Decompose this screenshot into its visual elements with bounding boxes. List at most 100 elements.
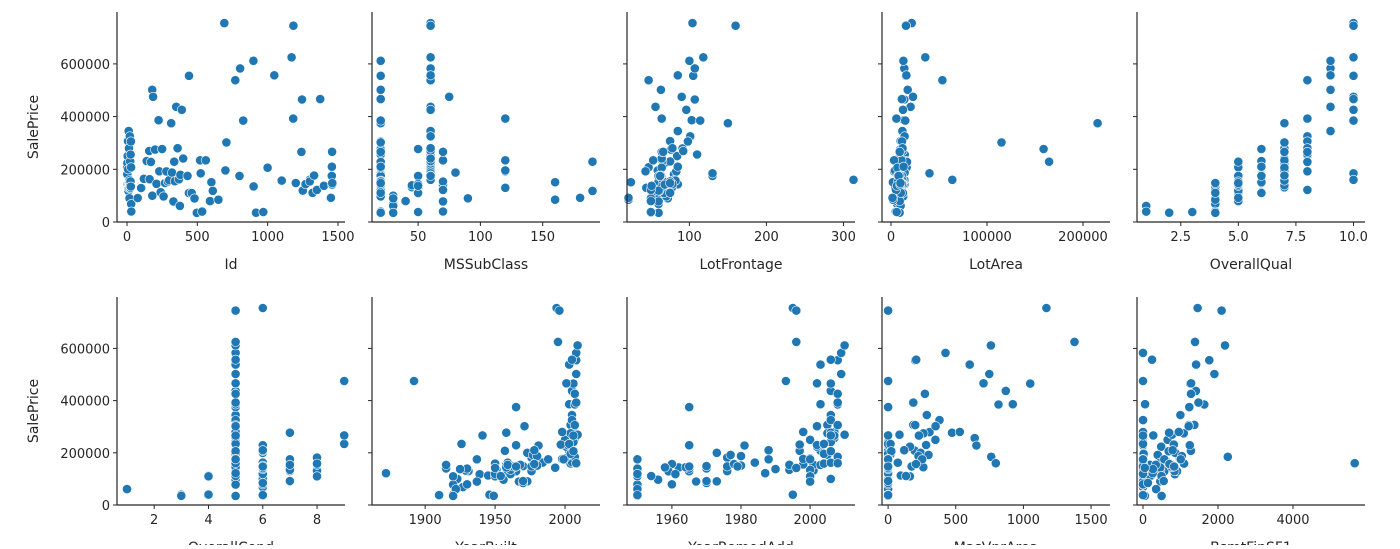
data-point — [763, 445, 774, 456]
y-tick-label: 200000 — [60, 447, 110, 462]
data-point — [207, 185, 218, 196]
data-point — [284, 459, 295, 470]
data-point — [169, 156, 180, 167]
data-point — [1000, 385, 1011, 396]
data-point — [1233, 178, 1244, 188]
data-point — [1141, 206, 1152, 217]
data-point — [832, 388, 843, 399]
data-point — [238, 115, 249, 126]
data-point — [234, 170, 245, 181]
data-point — [723, 118, 733, 129]
data-point — [125, 136, 136, 147]
data-point — [455, 464, 465, 474]
data-point — [921, 410, 932, 420]
data-point — [1041, 303, 1052, 313]
data-point — [575, 192, 585, 203]
data-point — [205, 196, 215, 206]
x-tick-label: 0 — [123, 230, 131, 245]
data-point — [488, 490, 499, 501]
x-tick-label: 200000 — [1058, 230, 1108, 245]
x-tick-label: 0 — [887, 230, 895, 245]
data-point — [400, 196, 411, 206]
x-tick-label: 2.5 — [1170, 230, 1191, 245]
data-point — [554, 305, 565, 316]
data-point — [176, 104, 187, 115]
data-point — [895, 178, 906, 188]
data-point — [1279, 118, 1290, 129]
data-point — [897, 94, 907, 104]
data-point — [235, 63, 245, 74]
data-point — [1169, 461, 1179, 472]
data-point — [1348, 174, 1359, 185]
data-point — [375, 70, 386, 81]
data-point — [203, 471, 214, 482]
data-point — [656, 113, 667, 124]
x-axis-label: MasVnrArea — [954, 540, 1038, 545]
data-point — [444, 91, 455, 102]
data-point — [381, 468, 391, 479]
data-point — [1143, 477, 1153, 488]
data-point — [1139, 462, 1150, 473]
x-axis-label: BsmtFinSF1 — [1210, 540, 1292, 545]
data-point — [219, 18, 230, 28]
x-tick-label: 8 — [313, 513, 321, 528]
data-point — [230, 305, 241, 316]
data-point — [230, 336, 241, 347]
panel-MasVnrArea: 0 500 1000 1500 MasVnrArea — [878, 297, 1110, 549]
x-tick-label: 2000 — [1201, 513, 1234, 528]
data-point — [684, 55, 695, 66]
data-point — [1092, 118, 1103, 129]
data-point — [327, 146, 337, 157]
data-point — [132, 193, 143, 203]
data-point — [312, 458, 322, 469]
data-point — [309, 170, 319, 181]
data-point — [971, 440, 982, 451]
data-point — [1209, 369, 1220, 379]
data-point — [1148, 464, 1158, 474]
panel-YearRemodAdd: 1960 1980 2000 YearRemodAdd — [623, 297, 855, 549]
x-axis-label: LotFrontage — [699, 257, 782, 273]
data-point — [258, 207, 269, 217]
data-point — [1349, 458, 1360, 469]
data-point — [640, 166, 651, 177]
x-tick-label: 100000 — [962, 230, 1012, 245]
data-point — [284, 427, 295, 438]
data-point — [553, 336, 563, 347]
data-point — [730, 20, 741, 31]
data-point — [425, 20, 436, 31]
data-point — [986, 340, 996, 351]
data-point — [1183, 421, 1194, 432]
data-point — [1348, 52, 1359, 63]
data-point — [908, 397, 919, 408]
data-point — [230, 490, 241, 501]
data-point — [195, 168, 206, 179]
data-point — [825, 378, 836, 389]
data-point — [518, 476, 528, 486]
data-point — [839, 340, 850, 351]
x-tick-label: 1950 — [479, 513, 512, 528]
data-point — [375, 187, 386, 198]
data-point — [438, 176, 448, 187]
data-point — [388, 193, 399, 204]
data-point — [230, 468, 241, 479]
data-point — [825, 430, 836, 441]
data-point — [339, 376, 350, 386]
data-point — [891, 207, 902, 217]
data-point — [707, 168, 718, 179]
data-point — [670, 469, 681, 479]
data-point — [1348, 70, 1359, 81]
panel-Id: 0 500 1000 1500 0 200000 400000 600000 Id SalePri… — [26, 12, 355, 273]
y-tick-label: 400000 — [60, 111, 110, 126]
data-point — [550, 462, 561, 473]
data-point — [996, 137, 1007, 148]
data-point — [1164, 427, 1174, 438]
data-point — [286, 52, 297, 63]
data-point — [122, 484, 132, 494]
data-point — [529, 459, 540, 469]
data-point — [126, 206, 137, 217]
data-point — [1348, 94, 1359, 104]
x-tick-label: 0 — [1139, 513, 1147, 528]
data-point — [339, 430, 350, 441]
data-point — [911, 354, 922, 365]
data-point — [456, 438, 467, 449]
